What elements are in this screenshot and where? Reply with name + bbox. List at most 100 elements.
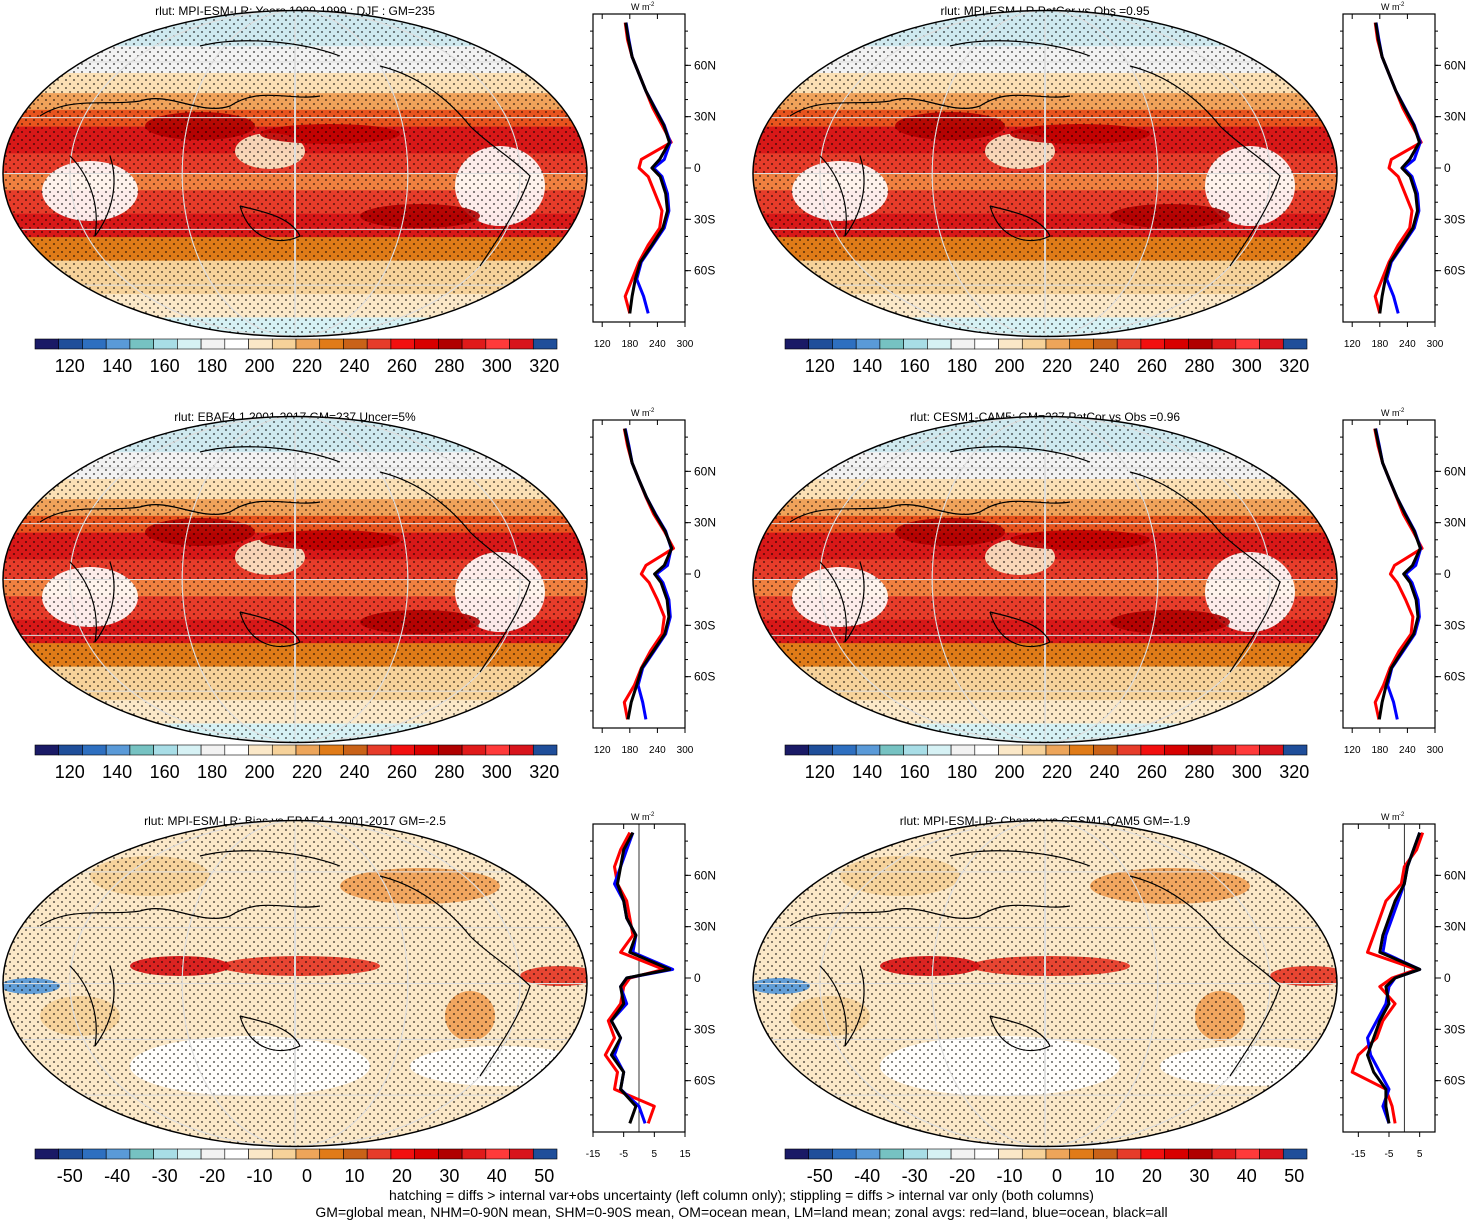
- colorbar-swatch: [153, 1148, 178, 1160]
- colorbar-swatch: [34, 1148, 60, 1160]
- zonal-x-tick-labels: 120 180 240 300: [583, 745, 723, 759]
- zonal-units-superscript: -2: [649, 812, 655, 818]
- colorbar-tick-label: 280: [1184, 356, 1215, 376]
- colorbar-swatch: [1164, 744, 1189, 756]
- zonal-lat-tick-label: 60S: [1444, 670, 1465, 684]
- zonal-x-tick-labels: 120 180 240 300: [1333, 339, 1473, 353]
- zonal-lat-tick-label: 60S: [694, 264, 715, 278]
- colorbar-tick-label: 120: [54, 762, 85, 782]
- colorbar-swatch: [903, 1148, 928, 1160]
- colorbar-swatch: [105, 1148, 131, 1160]
- zonal-series-all: [624, 22, 671, 314]
- zonal-lat-tick-label: 30S: [694, 212, 715, 226]
- colorbar-tick-label: -40: [104, 1166, 131, 1186]
- colorbar-tick-label: 220: [291, 762, 323, 782]
- colorbar-tick-label: 300: [1231, 356, 1262, 376]
- colorbar-swatch: [998, 1148, 1023, 1160]
- zonal-series-all: [1373, 428, 1422, 720]
- zonal-lat-tick-label: 0: [694, 971, 701, 985]
- zonal-x-tick-label: 240: [1399, 745, 1416, 756]
- panel-p3: rlut: EBAF4.1 2001-2017 GM=237 Uncer=5%1…: [0, 406, 733, 806]
- zonal-units-label: W m: [631, 408, 650, 418]
- colorbar-swatch: [1282, 744, 1308, 756]
- colorbar-swatch: [832, 338, 857, 350]
- colorbar-tick-label: 220: [1041, 762, 1073, 782]
- zonal-x-tick-label: 180: [1371, 745, 1389, 756]
- colorbar-swatch: [808, 1148, 833, 1160]
- colorbar-swatch: [153, 338, 178, 350]
- colorbar-tick-label: -30: [151, 1166, 178, 1186]
- zonal-units-superscript: -2: [1399, 408, 1405, 414]
- colorbar-labels: 120 140 160 180 200 220 240 260 280 300 320: [34, 762, 560, 784]
- colorbar-swatch: [532, 1148, 558, 1160]
- colorbar-tick-label: 200: [994, 762, 1025, 782]
- colorbar-swatch: [82, 1148, 107, 1160]
- colorbar-swatch: [366, 1148, 392, 1160]
- zonal-series-land: [622, 428, 675, 720]
- colorbar: [34, 338, 558, 350]
- colorbar-swatch: [82, 744, 107, 756]
- colorbar-tick-label: 120: [804, 356, 835, 376]
- colorbar-swatch: [1259, 338, 1284, 350]
- colorbar-tick-label: 180: [197, 356, 228, 376]
- colorbar-tick-label: 20: [1141, 1166, 1162, 1186]
- colorbar-swatch: [1164, 338, 1189, 350]
- zonal-series-all: [1374, 22, 1421, 314]
- colorbar-swatch: [1140, 1148, 1165, 1160]
- colorbar-swatch: [461, 744, 487, 756]
- world-map: [2, 415, 588, 744]
- panel-p1: rlut: MPI-ESM-LR: Years 1980-1999 : DJF …: [0, 0, 733, 400]
- zonal-x-tick-label: 180: [621, 745, 639, 756]
- colorbar-swatch: [34, 744, 60, 756]
- world-map: [752, 819, 1338, 1148]
- zonal-lat-tick-label: 60S: [1444, 1074, 1465, 1088]
- panel-p5: rlut: MPI-ESM-LR: Bias vs EBAF4.1 2001-2…: [0, 810, 733, 1210]
- zonal-x-tick-label: 5: [1416, 1149, 1423, 1160]
- colorbar-swatch: [509, 744, 534, 756]
- colorbar-tick-label: 280: [1184, 762, 1215, 782]
- colorbar-swatch: [224, 744, 249, 756]
- colorbar-swatch: [366, 338, 392, 350]
- colorbar-swatch: [438, 338, 463, 350]
- zonal-series-ocean: [1374, 22, 1422, 314]
- colorbar-tick-label: 320: [529, 762, 560, 782]
- colorbar-tick-label: 320: [1279, 762, 1310, 782]
- colorbar-swatch: [808, 338, 833, 350]
- colorbar-swatch: [485, 338, 510, 350]
- zonal-units-superscript: -2: [1399, 812, 1405, 818]
- colorbar-swatch: [974, 338, 999, 350]
- zonal-units-superscript: -2: [649, 2, 655, 8]
- zonal-lat-tick-label: 0: [1444, 971, 1451, 985]
- colorbar-tick-label: 240: [1089, 762, 1120, 782]
- zonal-series-all: [623, 428, 674, 720]
- colorbar-swatch: [879, 1148, 904, 1160]
- colorbar-tick-label: 300: [481, 356, 512, 376]
- colorbar-tick-label: 140: [852, 762, 883, 782]
- zonal-lat-tick-label: 30S: [1444, 1022, 1465, 1036]
- zonal-x-tick-label: -15: [585, 1149, 601, 1160]
- colorbar-swatch: [1282, 338, 1308, 350]
- colorbar-tick-label: 140: [852, 356, 883, 376]
- colorbar-swatch: [1116, 1148, 1142, 1160]
- zonal-lat-tick-label: 30N: [1444, 920, 1466, 934]
- zonal-x-tick-label: -15: [1351, 1149, 1366, 1160]
- colorbar-swatch: [366, 744, 392, 756]
- colorbar-swatch: [1093, 744, 1118, 756]
- zonal-lat-tick-label: 60N: [694, 464, 716, 478]
- zonal-x-tick-label: 5: [651, 1149, 658, 1160]
- colorbar-swatch: [1093, 1148, 1118, 1160]
- colorbar-swatch: [271, 1148, 297, 1160]
- colorbar-tick-label: 40: [486, 1166, 507, 1186]
- colorbar-swatch: [1211, 744, 1237, 756]
- colorbar-swatch: [1140, 744, 1165, 756]
- colorbar-swatch: [832, 744, 857, 756]
- zonal-series-land: [623, 22, 673, 314]
- colorbar-tick-label: 40: [1236, 1166, 1257, 1186]
- colorbar-swatch: [295, 744, 321, 756]
- colorbar-tick-label: 260: [386, 762, 417, 782]
- zonal-lat-tick-label: 60N: [1444, 464, 1466, 478]
- zonal-x-tick-label: 15: [679, 1149, 691, 1160]
- colorbar-swatch: [855, 744, 881, 756]
- colorbar-swatch: [58, 1148, 83, 1160]
- colorbar-swatch: [974, 1148, 999, 1160]
